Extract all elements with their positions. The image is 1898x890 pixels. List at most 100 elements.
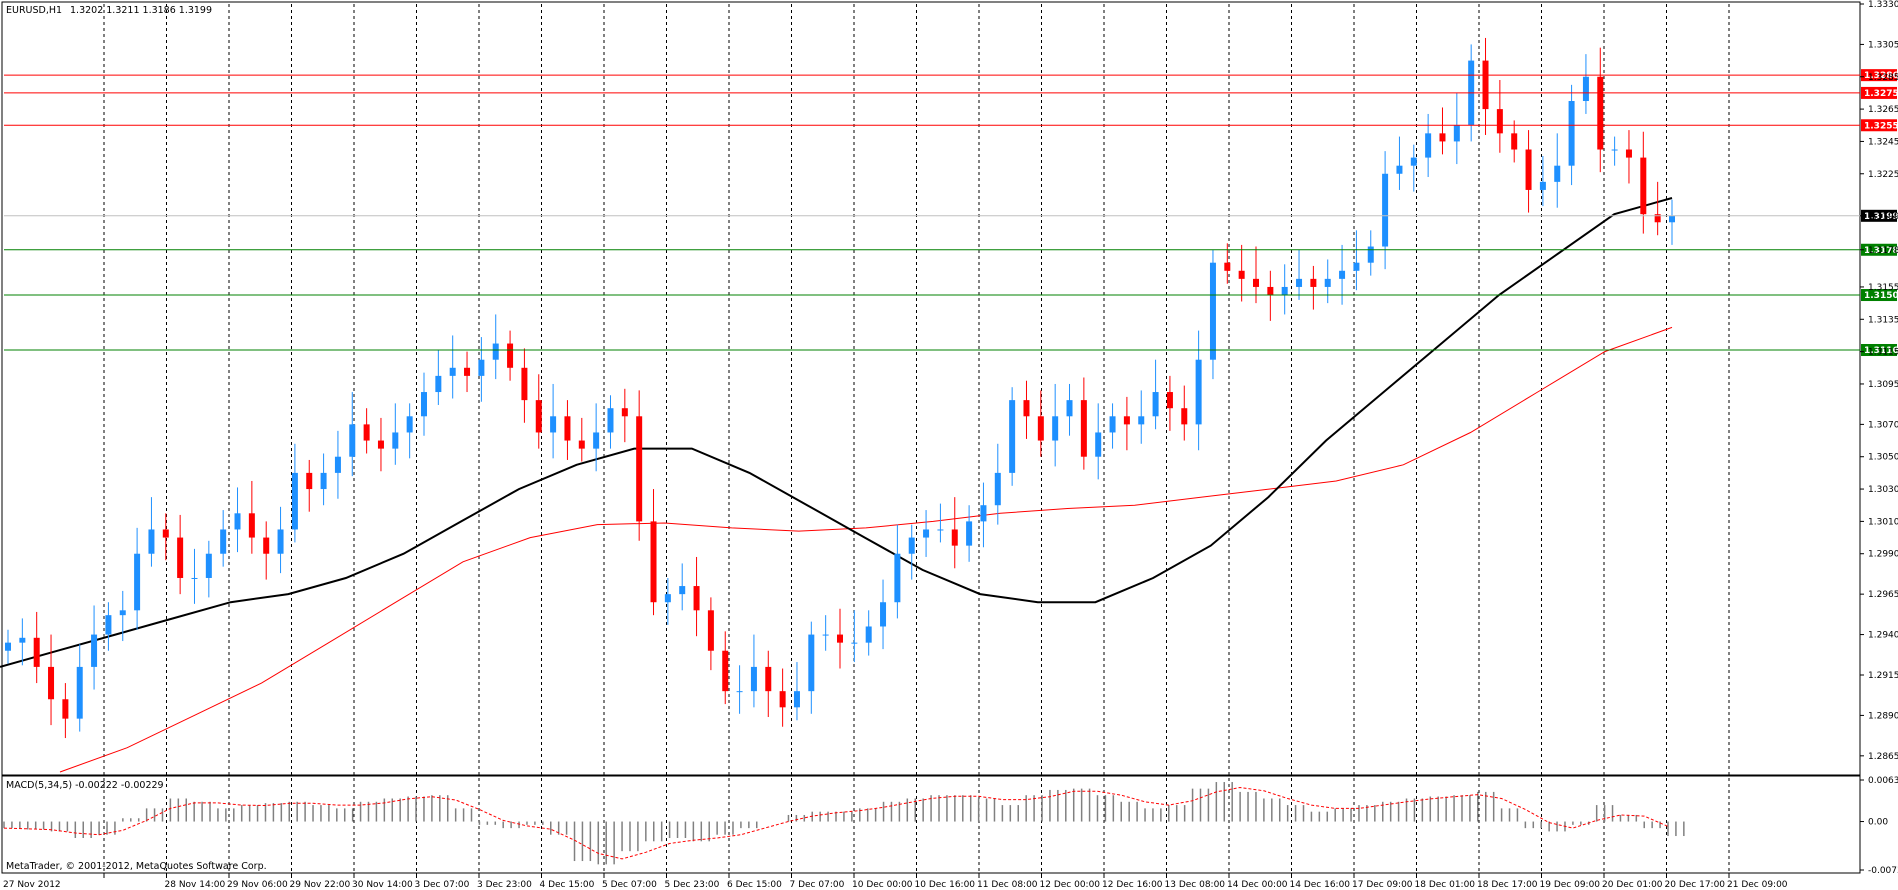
y-tick-label: 1.3225: [1868, 170, 1898, 180]
candle-body: [421, 392, 427, 417]
candle-body: [177, 537, 184, 578]
candle-body: [1152, 392, 1159, 417]
candle-body: [621, 408, 628, 417]
candle-body: [765, 666, 772, 692]
candle-body: [1023, 400, 1030, 417]
x-tick-label: 3 Dec 07:00: [415, 880, 470, 890]
candle-body: [550, 416, 557, 433]
candle-body: [1640, 157, 1647, 215]
macd-frame: [1, 775, 1861, 874]
candle-body: [578, 440, 585, 449]
candle-body: [1224, 262, 1231, 271]
candlesticks: [5, 37, 1675, 739]
candle-body: [908, 537, 915, 554]
candle-body: [736, 691, 743, 693]
candle-body: [1253, 278, 1259, 287]
macd-tick-label: -0.00736: [1868, 866, 1898, 876]
main-frame: [1, 1, 1861, 776]
y-tick-label: 1.3330: [1868, 0, 1898, 10]
candle-body: [263, 537, 270, 554]
candle-body: [320, 472, 327, 490]
candle-body: [406, 416, 413, 433]
candle-body: [33, 637, 40, 667]
candle-body: [650, 521, 657, 603]
candle-body: [62, 699, 69, 719]
x-tick-label: 30 Nov 14:00: [352, 880, 413, 890]
candle-body: [923, 529, 930, 538]
candle-body: [837, 634, 843, 643]
candle-body: [707, 610, 714, 651]
copyright-label: MetaTrader, © 2001-2012, MetaQuotes Soft…: [6, 861, 267, 872]
x-tick-label: 4 Dec 15:00: [540, 880, 595, 890]
candle-body: [535, 400, 542, 433]
candle-body: [1525, 149, 1532, 190]
price-level-tag-text: 1.3150: [1864, 291, 1898, 301]
price-level-tag-text: 1.3286: [1864, 71, 1898, 81]
price-level-tag: [1861, 289, 1897, 302]
candle-body: [91, 634, 98, 667]
y-tick-label: 1.3265: [1868, 105, 1898, 115]
candle-body: [1597, 76, 1604, 150]
macd-label: MACD(5,34,5) -0.00222 -0.00229: [6, 780, 164, 791]
candle-body: [1539, 181, 1546, 190]
candle-body: [191, 577, 198, 579]
candle-body: [1238, 270, 1245, 279]
candle-body: [1324, 278, 1331, 287]
horizontal-levels[interactable]: 1.32861.32751.32551.31991.31781.31501.31…: [4, 69, 1898, 357]
candle-body: [994, 472, 1001, 506]
candle-body: [1353, 262, 1360, 271]
candle-body: [492, 343, 499, 360]
candle-body: [119, 610, 126, 616]
candle-body: [1396, 165, 1403, 174]
candle-body: [1410, 157, 1417, 166]
candle-body: [894, 553, 901, 603]
x-tick-label: 11 Dec 08:00: [977, 880, 1038, 890]
ma-fast-line: [0, 197, 1673, 668]
candle-body: [1267, 286, 1274, 296]
candle-body: [349, 424, 356, 457]
price-level-tag: [1861, 209, 1897, 222]
candle-body: [392, 432, 399, 449]
y-tick-label: 1.3178: [1868, 246, 1898, 256]
x-tick-label: 18 Dec 17:00: [1477, 880, 1538, 890]
candle-body: [5, 642, 11, 651]
slow-moving-average: [59, 326, 1673, 773]
y-tick-label: 1.3199: [1868, 212, 1898, 222]
ma-slow-line: [59, 326, 1673, 773]
candle-body: [1123, 416, 1130, 425]
price-level-tag: [1861, 86, 1897, 99]
candle-body: [1138, 416, 1145, 425]
candle-body: [1109, 416, 1116, 433]
price-level-tag-text: 1.3116: [1864, 346, 1898, 356]
price-level-tag: [1861, 344, 1897, 357]
candle-body: [148, 529, 155, 554]
x-tick-label: 12 Dec 00:00: [1040, 880, 1101, 890]
candle-body: [1439, 133, 1446, 142]
candle-body: [1310, 278, 1317, 287]
candle-body: [19, 637, 26, 643]
candle-body: [722, 650, 729, 692]
candle-body: [1654, 214, 1661, 223]
candle-body: [1080, 400, 1087, 457]
time-axis: 27 Nov 2012 28 Nov 14:00 29 Nov 06:00 29 No…: [3, 873, 1788, 890]
x-tick-label: 10 Dec 00:00: [852, 880, 913, 890]
candle-body: [1195, 359, 1202, 425]
price-level-tag-text: 1.3199: [1864, 212, 1898, 222]
candle-body: [105, 615, 112, 635]
candle-body: [134, 553, 141, 611]
candle-body: [980, 505, 987, 522]
fast-moving-average: [0, 197, 1673, 668]
candle-body: [951, 529, 958, 546]
x-tick-label: 20 Dec 17:00: [1665, 880, 1726, 890]
candle-body: [693, 586, 700, 611]
candle-body: [750, 666, 757, 692]
candle-body: [1568, 101, 1575, 166]
price-level-tag: [1861, 243, 1897, 256]
candle-body: [793, 691, 800, 708]
candle-body: [1066, 400, 1073, 417]
candle-body: [1339, 270, 1346, 279]
price-level-tag: [1861, 119, 1897, 132]
candle-body: [822, 634, 829, 636]
x-tick-label: 13 Dec 08:00: [1165, 880, 1226, 890]
